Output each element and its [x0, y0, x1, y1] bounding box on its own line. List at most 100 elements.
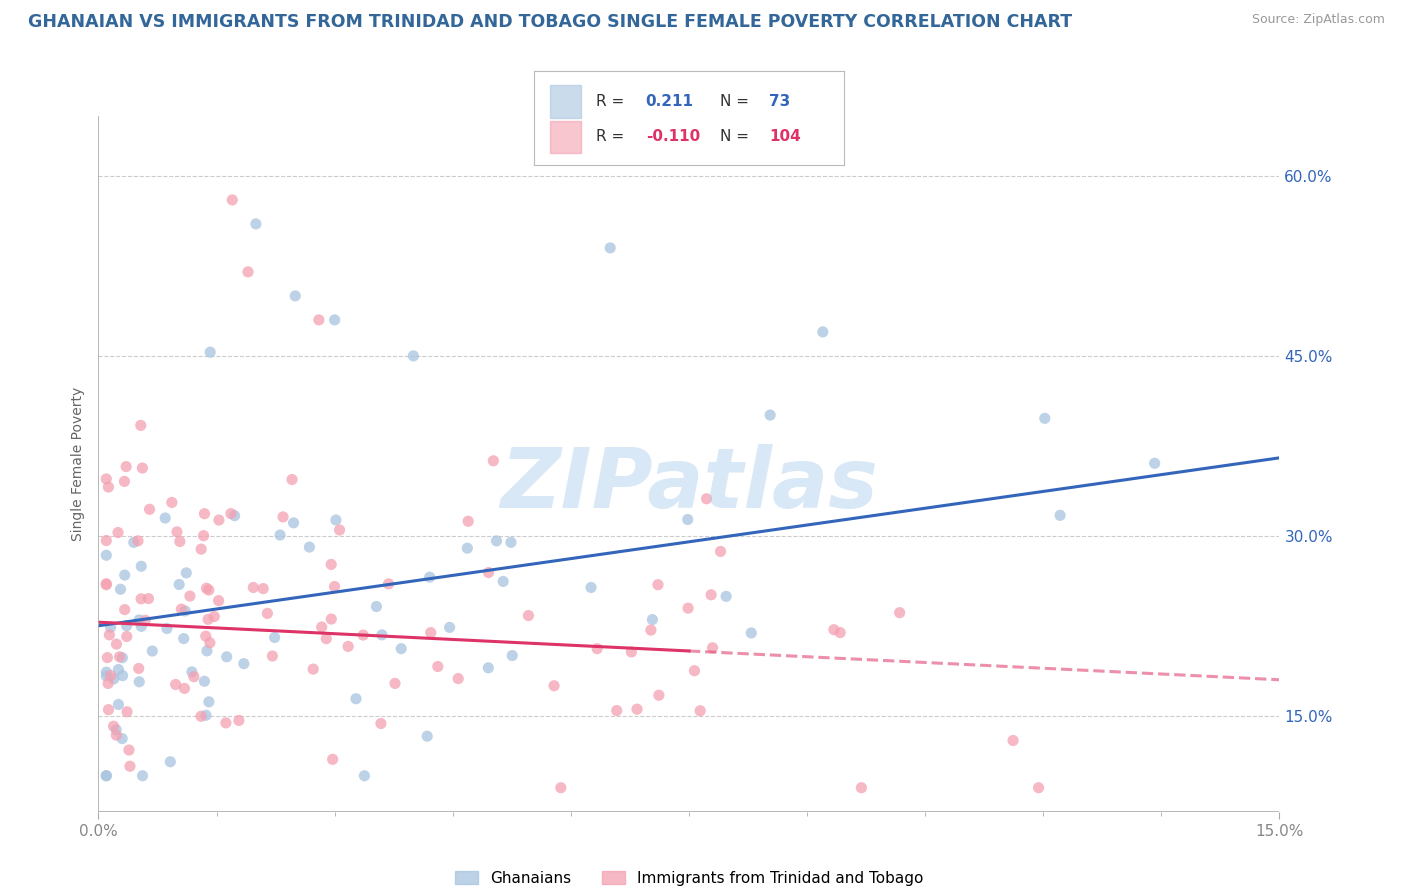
Point — [180, 665, 202, 679]
Point — [111, 650, 134, 665]
Point — [477, 566, 499, 580]
Text: GHANAIAN VS IMMIGRANTS FROM TRINIDAD AND TOBAGO SINGLE FEMALE POVERTY CORRELATIO: GHANAIAN VS IMMIGRANTS FROM TRINIDAD AND… — [28, 13, 1073, 31]
Point — [170, 602, 193, 616]
Point — [283, 516, 305, 530]
Point — [676, 601, 699, 615]
Point — [626, 702, 648, 716]
Point — [118, 759, 141, 773]
Point — [103, 672, 125, 686]
Text: R =: R = — [596, 129, 630, 145]
Point — [353, 769, 375, 783]
Point — [352, 628, 374, 642]
Text: N =: N = — [720, 129, 754, 145]
Point — [167, 577, 190, 591]
Point — [96, 549, 118, 563]
Point — [197, 612, 219, 626]
Point — [156, 622, 179, 636]
Point — [236, 265, 259, 279]
Point — [221, 193, 243, 207]
Point — [96, 576, 118, 591]
Point — [115, 459, 138, 474]
Point — [96, 533, 118, 548]
Text: ZIPatlas: ZIPatlas — [501, 444, 877, 525]
Point — [377, 577, 399, 591]
Point — [131, 619, 153, 633]
Point — [321, 558, 343, 572]
Point — [96, 665, 118, 680]
Point — [108, 649, 131, 664]
Point — [284, 289, 307, 303]
Bar — [550, 120, 581, 153]
Point — [323, 313, 346, 327]
Point — [115, 630, 138, 644]
Point — [131, 461, 153, 475]
Point — [457, 514, 479, 528]
Point — [366, 599, 388, 614]
Point — [98, 628, 121, 642]
Point — [811, 325, 834, 339]
Point — [103, 719, 125, 733]
Point — [426, 659, 449, 673]
Point — [129, 559, 152, 574]
Text: N =: N = — [720, 94, 754, 109]
Legend: Ghanaians, Immigrants from Trinidad and Tobago: Ghanaians, Immigrants from Trinidad and … — [449, 864, 929, 892]
Point — [586, 641, 609, 656]
Point — [228, 714, 250, 728]
Point — [329, 523, 352, 537]
Point — [173, 632, 195, 646]
Point — [889, 606, 911, 620]
Point — [173, 681, 195, 696]
Point — [195, 708, 218, 723]
Point — [141, 644, 163, 658]
Point — [166, 524, 188, 539]
Point — [321, 612, 343, 626]
Text: Source: ZipAtlas.com: Source: ZipAtlas.com — [1251, 13, 1385, 27]
Bar — [550, 85, 581, 118]
Point — [456, 541, 478, 556]
Point — [100, 668, 122, 682]
Point — [97, 480, 120, 494]
Point — [207, 593, 229, 607]
Point — [105, 723, 128, 737]
Point — [298, 540, 321, 554]
Text: 73: 73 — [769, 94, 790, 109]
Point — [195, 581, 218, 595]
Point — [439, 620, 461, 634]
Point — [1049, 508, 1071, 523]
Point — [271, 509, 294, 524]
Point — [179, 589, 201, 603]
Point — [689, 704, 711, 718]
Point — [174, 566, 197, 580]
Point — [740, 626, 762, 640]
Point — [219, 507, 242, 521]
Point — [1002, 733, 1025, 747]
Point — [579, 581, 602, 595]
Point — [550, 780, 572, 795]
Point — [232, 657, 254, 671]
Point — [107, 525, 129, 540]
Point — [640, 623, 662, 637]
Point — [344, 691, 367, 706]
Point — [112, 475, 135, 489]
Text: 104: 104 — [769, 129, 801, 145]
Point — [499, 535, 522, 549]
Point — [1143, 456, 1166, 470]
Point — [714, 590, 737, 604]
Point — [198, 345, 221, 359]
Point — [193, 507, 215, 521]
Point — [193, 529, 215, 543]
Point — [700, 588, 723, 602]
Point — [165, 677, 187, 691]
Text: -0.110: -0.110 — [645, 129, 700, 145]
Point — [851, 780, 873, 795]
Point — [517, 608, 540, 623]
Point — [110, 582, 132, 597]
Point — [215, 649, 238, 664]
Point — [134, 613, 156, 627]
Point — [1028, 780, 1050, 795]
Point — [308, 313, 330, 327]
Point — [252, 582, 274, 596]
Point — [620, 645, 643, 659]
Point — [262, 648, 284, 663]
Point — [202, 609, 225, 624]
